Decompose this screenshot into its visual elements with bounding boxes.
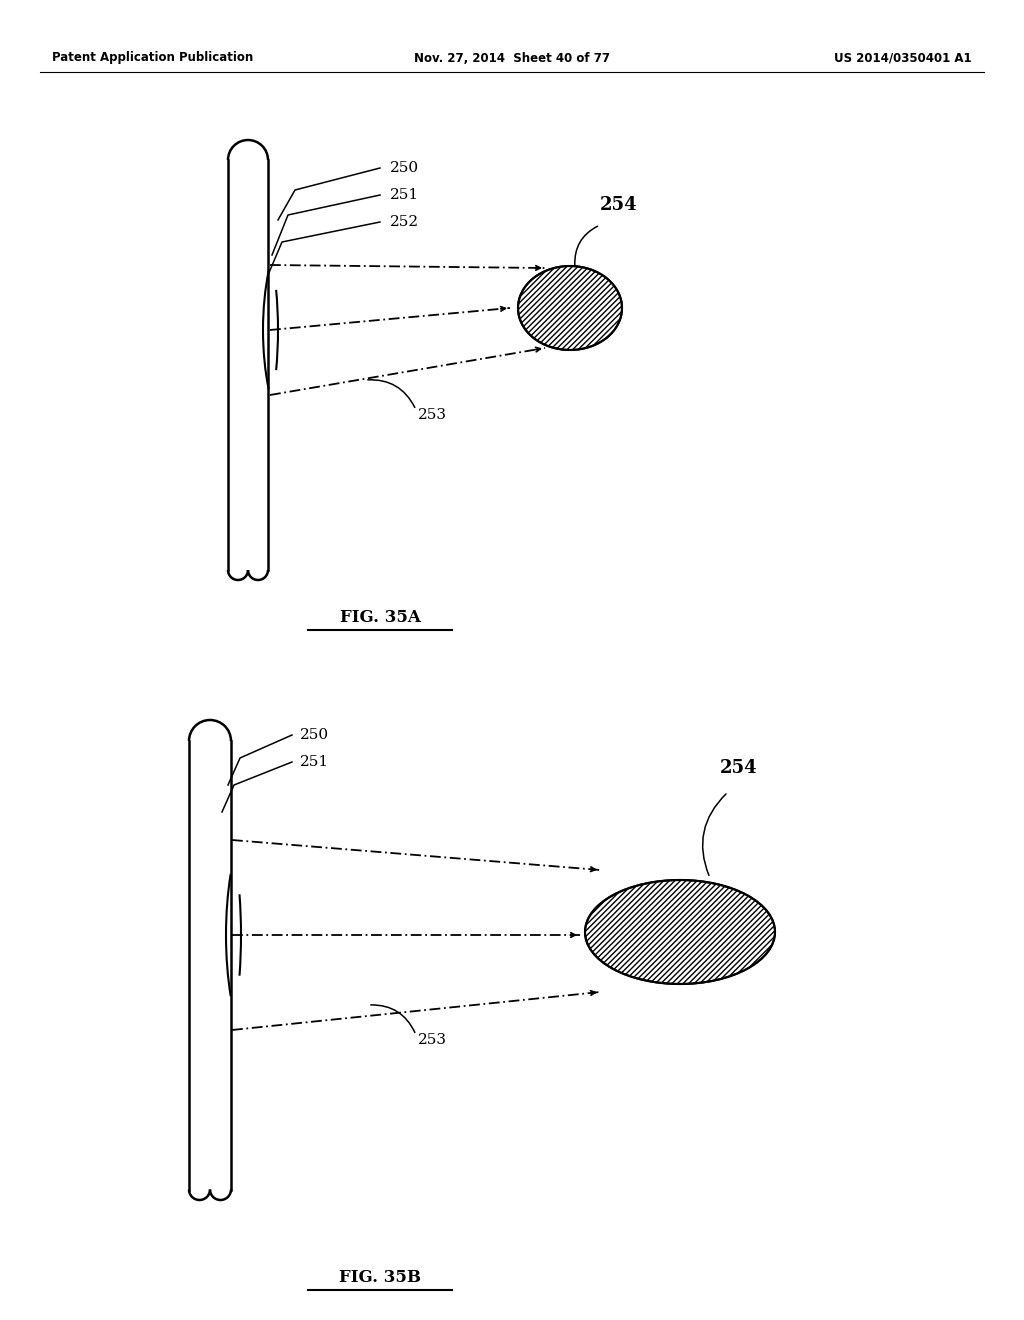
- Text: 254: 254: [600, 195, 638, 214]
- Text: 250: 250: [390, 161, 419, 176]
- Text: 253: 253: [418, 1034, 447, 1047]
- Ellipse shape: [585, 880, 775, 983]
- Text: US 2014/0350401 A1: US 2014/0350401 A1: [835, 51, 972, 65]
- Text: Patent Application Publication: Patent Application Publication: [52, 51, 253, 65]
- Text: 252: 252: [390, 215, 419, 228]
- Text: 254: 254: [720, 759, 758, 777]
- Text: 251: 251: [390, 187, 419, 202]
- Text: 250: 250: [300, 729, 329, 742]
- Text: Nov. 27, 2014  Sheet 40 of 77: Nov. 27, 2014 Sheet 40 of 77: [414, 51, 610, 65]
- Text: 251: 251: [300, 755, 329, 770]
- Text: FIG. 35B: FIG. 35B: [339, 1270, 421, 1287]
- Text: 253: 253: [418, 408, 447, 422]
- Text: FIG. 35A: FIG. 35A: [340, 610, 421, 627]
- Ellipse shape: [518, 267, 622, 350]
